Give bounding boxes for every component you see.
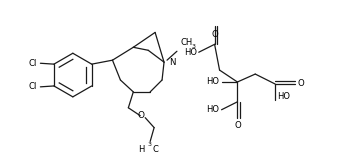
Text: 3: 3	[147, 142, 151, 147]
Text: O: O	[211, 30, 218, 39]
Text: Cl: Cl	[28, 82, 36, 91]
Text: HO: HO	[207, 105, 220, 114]
Text: HO: HO	[184, 48, 197, 57]
Text: O: O	[138, 111, 145, 120]
Text: HO: HO	[277, 92, 290, 101]
Text: O: O	[234, 121, 241, 130]
Text: N: N	[169, 58, 176, 67]
Text: HO: HO	[207, 77, 220, 87]
Text: 3: 3	[192, 44, 196, 49]
Text: H: H	[138, 145, 144, 154]
Text: CH: CH	[181, 38, 193, 47]
Text: Cl: Cl	[28, 59, 36, 68]
Text: C: C	[152, 145, 158, 154]
Text: O: O	[298, 80, 305, 88]
